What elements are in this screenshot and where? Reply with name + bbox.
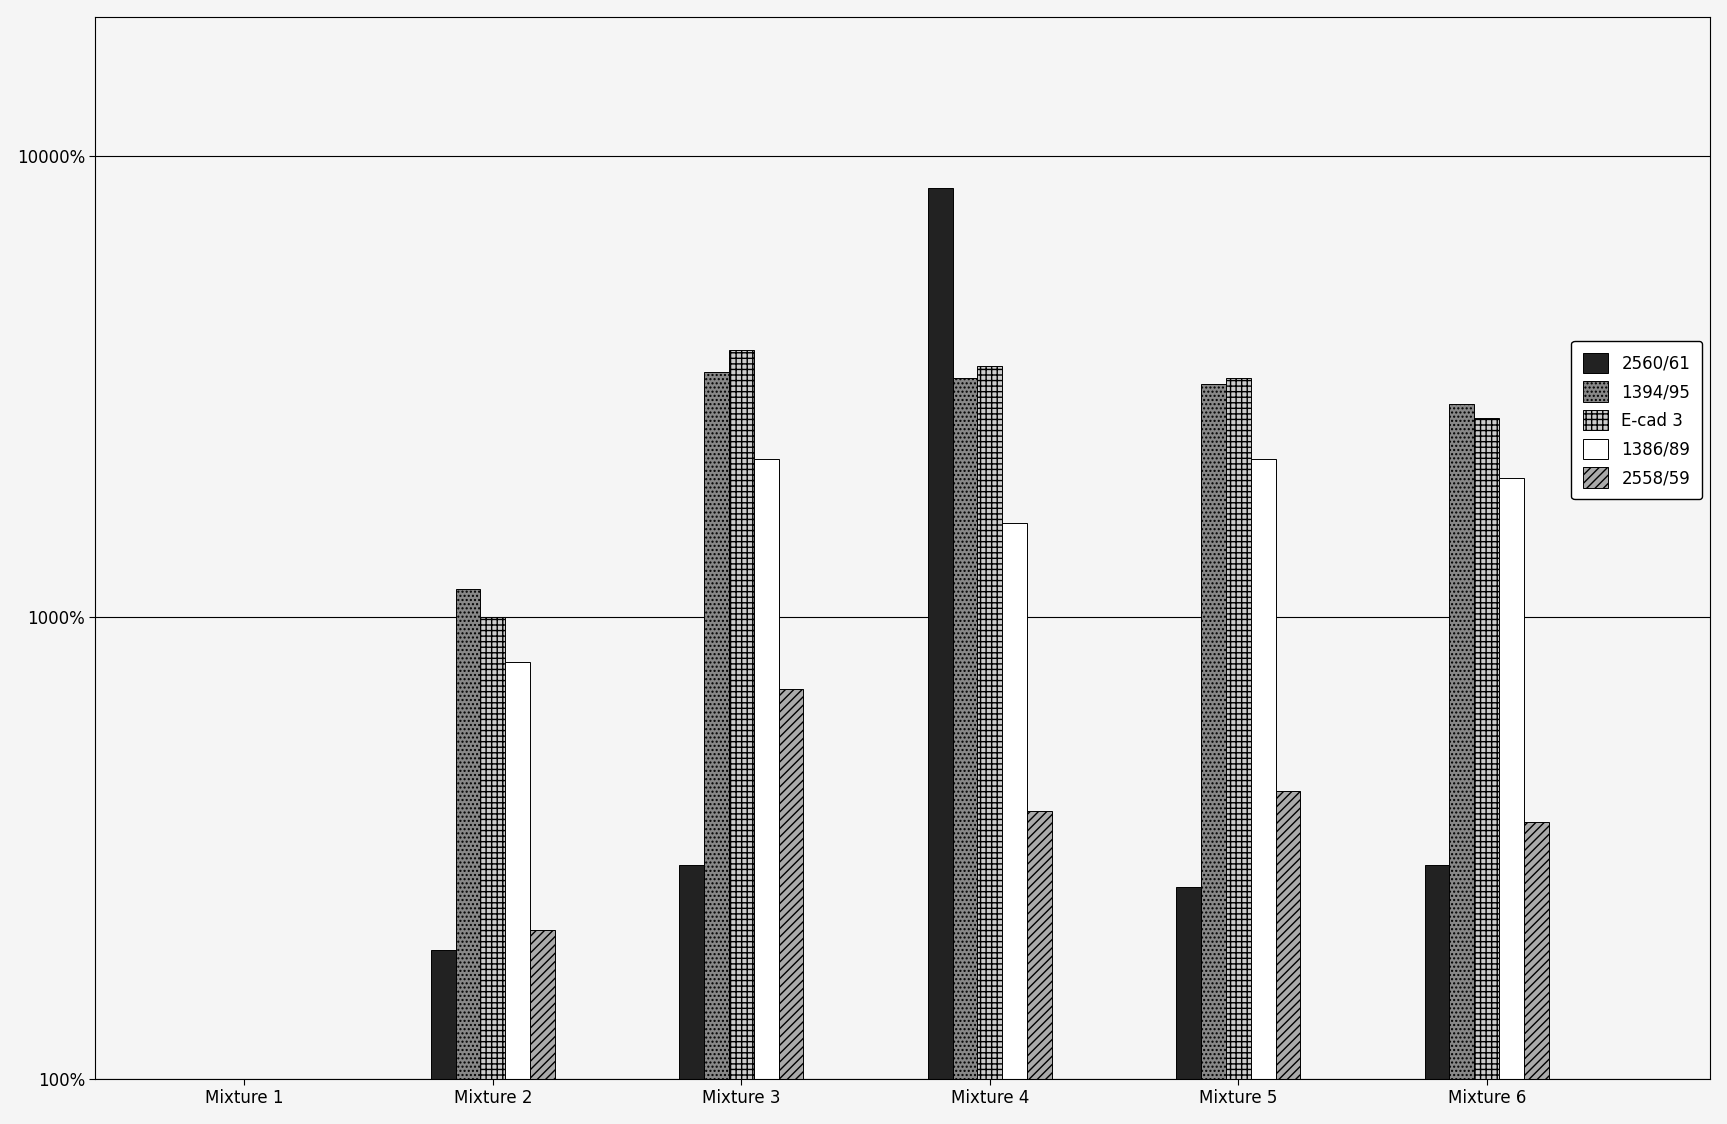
Bar <box>1226 378 1250 1124</box>
Bar <box>679 865 705 1124</box>
Bar <box>480 617 506 1124</box>
Bar <box>530 931 554 1124</box>
Bar <box>705 372 729 1124</box>
Bar <box>779 689 803 1124</box>
Bar <box>1176 887 1200 1124</box>
Bar <box>977 366 1002 1124</box>
Bar <box>506 662 530 1124</box>
Bar <box>456 589 480 1124</box>
Bar <box>1276 791 1300 1124</box>
Bar <box>1425 865 1449 1124</box>
Bar <box>1002 523 1028 1124</box>
Bar <box>1028 812 1052 1124</box>
Bar <box>1499 479 1523 1124</box>
Bar <box>753 460 779 1124</box>
Bar <box>430 950 456 1124</box>
Bar <box>1250 460 1276 1124</box>
Bar <box>1523 822 1549 1124</box>
Bar <box>927 188 953 1124</box>
Bar <box>953 378 977 1124</box>
Bar <box>1200 384 1226 1124</box>
Bar <box>729 350 753 1124</box>
Bar <box>1475 418 1499 1124</box>
Bar <box>1449 404 1475 1124</box>
Legend: 2560/61, 1394/95, E-cad 3, 1386/89, 2558/59: 2560/61, 1394/95, E-cad 3, 1386/89, 2558… <box>1572 342 1703 499</box>
